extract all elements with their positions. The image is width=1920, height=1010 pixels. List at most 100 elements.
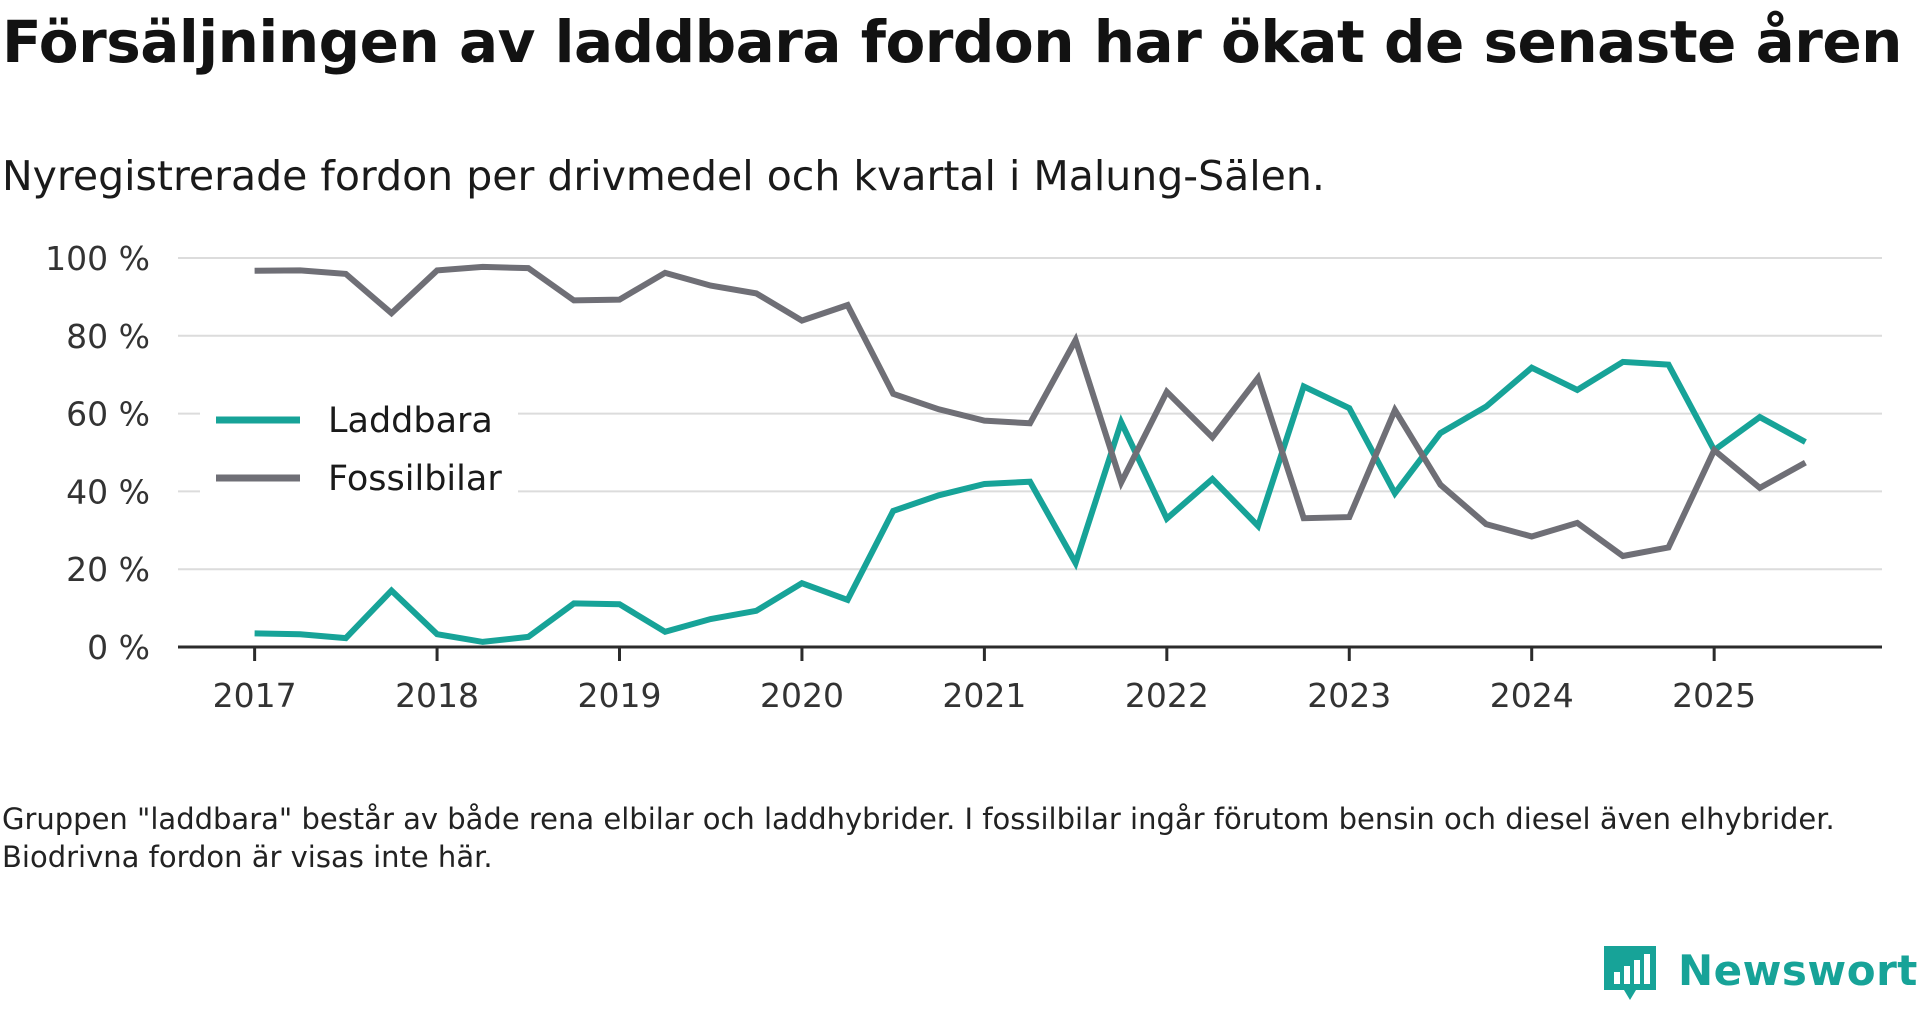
data-point-fossilbilar: [252, 268, 258, 274]
data-point-fossilbilar: [1711, 447, 1717, 453]
legend: Laddbara Fossilbilar: [200, 390, 518, 508]
data-point-fossilbilar: [1802, 460, 1808, 466]
grid-lines: [178, 257, 1882, 571]
data-point-fossilbilar: [981, 418, 987, 424]
data-point-fossilbilar: [434, 267, 440, 273]
data-point-laddbara: [936, 492, 942, 498]
newsworthy-brand[interactable]: Newsworthy: [1596, 938, 1920, 1010]
data-point-laddbara: [297, 631, 303, 637]
x-tick-label: 2017: [213, 676, 297, 715]
y-tick-label: 40 %: [66, 472, 150, 511]
data-point-fossilbilar: [890, 391, 896, 397]
series-lines: [252, 263, 1808, 645]
newsworthy-logo-icon: [1604, 946, 1656, 1000]
data-point-fossilbilar: [1118, 479, 1124, 485]
data-point-fossilbilar: [1574, 520, 1580, 526]
y-tick-label: 60 %: [66, 395, 150, 434]
data-point-laddbara: [1802, 439, 1808, 445]
data-point-laddbara: [1483, 404, 1489, 410]
data-point-laddbara: [753, 608, 759, 614]
data-point-laddbara: [799, 580, 805, 586]
data-point-fossilbilar: [1757, 485, 1763, 491]
y-tick-label: 100 %: [45, 239, 150, 278]
data-point-laddbara: [343, 635, 349, 641]
data-point-laddbara: [662, 629, 668, 635]
x-tick-label: 2022: [1125, 676, 1209, 715]
data-point-fossilbilar: [1164, 389, 1170, 395]
x-axis-tick-labels: 2017 2018 2019 2020 2021 2022 2023 2024 2025: [213, 676, 1757, 715]
data-point-fossilbilar: [1437, 482, 1443, 488]
data-point-fossilbilar: [525, 265, 531, 271]
data-point-fossilbilar: [799, 318, 805, 324]
data-point-laddbara: [480, 639, 486, 645]
footnote: Gruppen "laddbara" består av både rena e…: [2, 802, 1835, 874]
chart-title: Försäljningen av laddbara fordon har öka…: [2, 8, 1902, 76]
x-tick-label: 2023: [1307, 676, 1391, 715]
data-point-fossilbilar: [1209, 434, 1215, 440]
legend-label-laddbara: Laddbara: [328, 401, 493, 441]
x-tick-label: 2025: [1672, 676, 1756, 715]
data-point-fossilbilar: [1301, 515, 1307, 521]
data-point-laddbara: [1620, 359, 1626, 365]
brand-name: Newsworthy: [1678, 946, 1920, 995]
data-point-laddbara: [1666, 362, 1672, 368]
data-point-laddbara: [890, 508, 896, 514]
data-point-fossilbilar: [343, 271, 349, 277]
x-axis: [178, 645, 1882, 661]
data-point-laddbara: [388, 588, 394, 594]
x-tick-label: 2020: [760, 676, 844, 715]
data-point-fossilbilar: [297, 267, 303, 273]
data-point-laddbara: [571, 600, 577, 606]
x-tick-label: 2021: [942, 676, 1026, 715]
data-point-laddbara: [434, 631, 440, 637]
data-point-laddbara: [1255, 523, 1261, 529]
data-point-laddbara: [1757, 414, 1763, 420]
data-point-laddbara: [1346, 405, 1352, 411]
data-point-fossilbilar: [662, 270, 668, 276]
chart-subtitle: Nyregistrerade fordon per drivmedel och …: [2, 152, 1325, 200]
data-point-fossilbilar: [845, 302, 851, 308]
data-point-laddbara: [252, 630, 258, 636]
data-point-fossilbilar: [480, 264, 486, 270]
data-point-laddbara: [525, 634, 531, 640]
data-point-fossilbilar: [1666, 544, 1672, 550]
data-point-fossilbilar: [617, 297, 623, 303]
data-point-fossilbilar: [1620, 553, 1626, 559]
series-line-laddbara: [254, 358, 1807, 645]
data-point-fossilbilar: [936, 406, 942, 412]
data-point-laddbara: [981, 481, 987, 487]
data-point-laddbara: [1301, 383, 1307, 389]
y-tick-label: 80 %: [66, 317, 150, 356]
data-point-laddbara: [708, 616, 714, 622]
legend-background: [200, 390, 518, 508]
data-point-laddbara: [1574, 387, 1580, 393]
data-point-fossilbilar: [753, 290, 759, 296]
y-tick-label: 0 %: [87, 628, 150, 667]
data-point-laddbara: [1073, 560, 1079, 566]
y-axis-tick-labels: 0 % 20 % 40 % 60 % 80 % 100 %: [45, 239, 150, 667]
data-point-fossilbilar: [1073, 337, 1079, 343]
x-tick-label: 2018: [395, 676, 479, 715]
x-tick-label: 2019: [578, 676, 662, 715]
data-point-fossilbilar: [1483, 521, 1489, 527]
y-tick-label: 20 %: [66, 550, 150, 589]
data-point-fossilbilar: [571, 297, 577, 303]
data-point-laddbara: [1529, 365, 1535, 371]
legend-label-fossilbilar: Fossilbilar: [328, 459, 502, 499]
data-point-laddbara: [1392, 490, 1398, 496]
x-tick-label: 2024: [1490, 676, 1574, 715]
data-point-fossilbilar: [708, 283, 714, 289]
data-point-fossilbilar: [1027, 420, 1033, 426]
data-point-laddbara: [1209, 476, 1215, 482]
data-point-laddbara: [617, 601, 623, 607]
data-point-laddbara: [845, 597, 851, 603]
data-point-laddbara: [1118, 419, 1124, 425]
data-point-laddbara: [1437, 430, 1443, 436]
data-point-laddbara: [1027, 479, 1033, 485]
data-point-fossilbilar: [1529, 534, 1535, 540]
data-point-fossilbilar: [1392, 407, 1398, 413]
data-point-fossilbilar: [1255, 375, 1261, 381]
series-line-fossilbilar: [254, 263, 1807, 560]
data-point-fossilbilar: [388, 310, 394, 316]
data-point-laddbara: [1164, 516, 1170, 522]
